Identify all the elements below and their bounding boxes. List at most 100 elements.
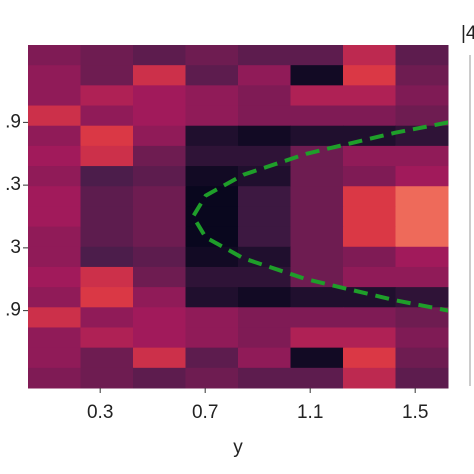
cell — [343, 105, 396, 127]
cell — [133, 367, 186, 389]
corner-text: |4 — [461, 23, 474, 44]
cell — [343, 85, 396, 107]
cell — [133, 226, 186, 248]
cell — [238, 367, 291, 389]
cell — [343, 246, 396, 268]
cell — [133, 45, 186, 66]
cell — [395, 65, 449, 86]
cell — [238, 266, 291, 288]
cell — [28, 206, 81, 228]
cell — [28, 186, 81, 207]
cell — [185, 347, 239, 369]
cell — [395, 367, 449, 389]
cell — [343, 166, 396, 187]
cell — [185, 266, 239, 288]
cell — [238, 145, 291, 167]
cell — [28, 287, 81, 308]
cell — [80, 287, 134, 308]
cell — [80, 186, 134, 207]
cell — [133, 105, 186, 127]
cell — [343, 307, 396, 328]
cell — [290, 246, 344, 268]
cell — [185, 206, 239, 228]
cell — [185, 85, 239, 107]
dashed-curve — [190, 120, 448, 313]
cell — [28, 125, 81, 147]
cell — [80, 45, 134, 66]
cell — [185, 327, 239, 349]
cell — [343, 186, 396, 207]
cell — [185, 105, 239, 127]
cell — [290, 266, 344, 288]
cell — [238, 226, 291, 248]
cell — [343, 347, 396, 369]
cell — [238, 327, 291, 349]
cell — [343, 206, 396, 228]
cell — [290, 226, 344, 248]
cell — [238, 186, 291, 207]
cell — [290, 85, 344, 107]
cell — [343, 327, 396, 349]
cell — [343, 45, 396, 66]
cell — [28, 65, 81, 86]
cell — [290, 125, 344, 147]
x-tick-label: 1.5 — [402, 402, 428, 423]
cell — [290, 287, 344, 308]
cell — [80, 327, 134, 349]
cell — [28, 246, 81, 268]
cell — [395, 166, 449, 187]
cell — [290, 206, 344, 228]
cell — [80, 307, 134, 328]
cell — [28, 166, 81, 187]
cell — [395, 186, 449, 207]
cell — [290, 65, 344, 86]
cell — [28, 307, 81, 328]
cell — [343, 145, 396, 167]
y-tick-label: .3 — [5, 174, 21, 195]
cell — [133, 125, 186, 147]
cell — [80, 85, 134, 107]
curves — [190, 120, 448, 313]
cell — [133, 347, 186, 369]
cell — [28, 266, 81, 288]
x-axis-label: y — [233, 437, 243, 458]
cell — [80, 206, 134, 228]
cell — [80, 145, 134, 167]
cell — [28, 85, 81, 107]
cell — [290, 166, 344, 187]
cell — [80, 226, 134, 248]
cell — [80, 266, 134, 288]
cell — [343, 226, 396, 248]
cell — [185, 65, 239, 86]
y-tick-label: .9 — [5, 111, 21, 132]
cell — [185, 287, 239, 308]
cell — [28, 145, 81, 167]
cell — [290, 145, 344, 167]
cell — [133, 206, 186, 228]
cell — [28, 367, 81, 389]
cell — [290, 367, 344, 389]
cell — [80, 347, 134, 369]
cell — [238, 125, 291, 147]
cell — [185, 186, 239, 207]
cell — [185, 307, 239, 328]
cell — [238, 65, 291, 86]
cell — [185, 246, 239, 268]
cell — [395, 246, 449, 268]
cell — [80, 246, 134, 268]
cell — [238, 85, 291, 107]
cell — [343, 65, 396, 86]
cell — [343, 266, 396, 288]
cell — [133, 266, 186, 288]
cell — [185, 45, 239, 66]
cell — [238, 287, 291, 308]
cell — [238, 45, 291, 66]
cell — [238, 246, 291, 268]
cell — [133, 186, 186, 207]
heatmap — [28, 45, 449, 389]
cell — [395, 226, 449, 248]
cell — [290, 45, 344, 66]
cell — [28, 347, 81, 369]
cell — [133, 145, 186, 167]
